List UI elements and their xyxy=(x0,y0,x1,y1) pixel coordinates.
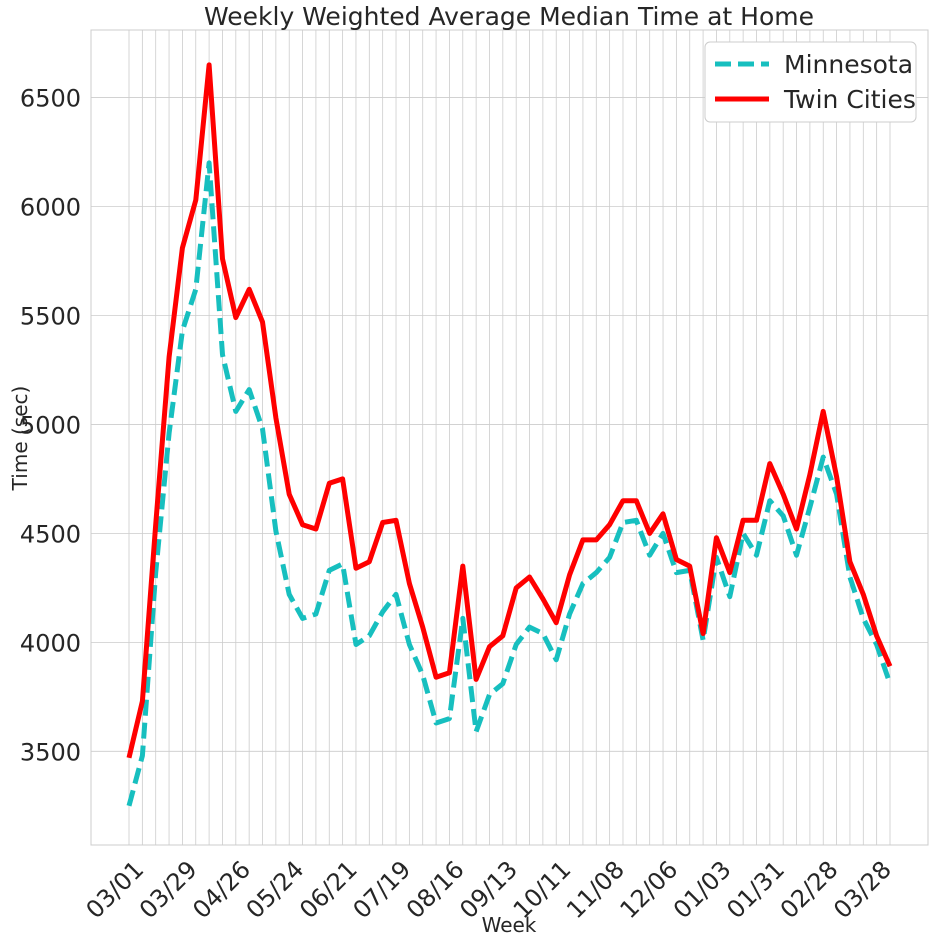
legend-label-minnesota: Minnesota xyxy=(784,50,913,79)
x-tick-label: 03/28 xyxy=(828,855,897,924)
plot-frame xyxy=(90,29,929,846)
y-tick-label: 4500 xyxy=(20,520,81,548)
y-axis-title: Time (sec) xyxy=(8,386,32,492)
legend-label-twin-cities: Twin Cities xyxy=(783,85,916,114)
x-tick-label: 12/06 xyxy=(615,855,684,924)
y-tick-label: 3500 xyxy=(20,738,81,766)
x-tick-label: 04/26 xyxy=(187,855,256,924)
y-tick-label: 5500 xyxy=(20,302,81,330)
x-tick-label: 03/29 xyxy=(134,855,203,924)
chart-title: Weekly Weighted Average Median Time at H… xyxy=(204,2,814,31)
x-tick-label: 01/31 xyxy=(721,855,790,924)
x-grid-lines xyxy=(128,30,891,845)
x-tick-label: 11/08 xyxy=(561,855,630,924)
y-tick-labels: 3500 4000 4500 5000 5500 6000 6500 xyxy=(20,85,81,767)
series-line-twin-cities xyxy=(126,62,893,759)
y-tick-label: 4000 xyxy=(20,629,81,657)
x-tick-label: 01/03 xyxy=(668,855,737,924)
x-tick-label: 07/19 xyxy=(348,855,417,924)
series-line-minnesota xyxy=(126,160,893,807)
legend: Minnesota Twin Cities xyxy=(704,41,917,123)
series-layer xyxy=(126,62,893,807)
x-tick-label: 06/21 xyxy=(294,855,363,924)
y-tick-label: 5000 xyxy=(20,411,81,439)
x-tick-label: 05/24 xyxy=(241,855,310,924)
legend-box xyxy=(704,41,917,123)
x-tick-label: 02/28 xyxy=(775,855,844,924)
x-tick-label: 03/01 xyxy=(81,855,150,924)
y-tick-label: 6000 xyxy=(20,194,81,222)
x-axis-title: Week xyxy=(482,913,537,937)
plot-background xyxy=(91,30,928,845)
y-tick-label: 6500 xyxy=(20,85,81,113)
x-tick-label: 08/16 xyxy=(401,855,470,924)
